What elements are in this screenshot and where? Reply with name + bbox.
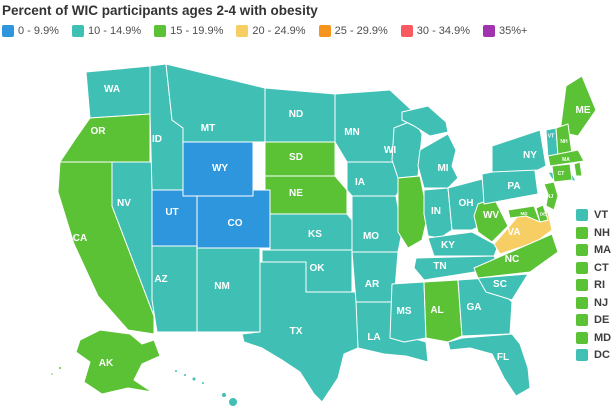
small-state-swatch-NJ <box>576 296 588 309</box>
state-HI[interactable] <box>174 369 178 373</box>
small-state-item-VT[interactable]: VT <box>576 209 611 221</box>
state-MI[interactable] <box>401 105 449 137</box>
state-NC[interactable] <box>473 233 559 279</box>
state-SC[interactable] <box>477 273 529 301</box>
state-WA[interactable] <box>85 65 151 119</box>
state-FL[interactable] <box>447 333 531 397</box>
state-NE[interactable] <box>264 175 348 215</box>
state-IN[interactable] <box>423 187 453 239</box>
small-state-swatch-MA <box>576 244 588 256</box>
state-NM[interactable] <box>196 247 261 333</box>
small-states-list: VT NH MA CT RI NJ DE MD DC <box>576 209 611 361</box>
small-state-swatch-DE <box>576 314 588 326</box>
small-state-swatch-VT <box>576 209 588 221</box>
legend-label: 10 - 14.9% <box>87 25 142 37</box>
state-AR[interactable] <box>351 251 399 303</box>
small-state-label-MD: MD <box>594 331 612 344</box>
state-KY[interactable] <box>427 231 499 257</box>
legend-item-0-9-9-: 0 - 9.9% <box>2 25 59 37</box>
legend-swatch <box>71 25 84 37</box>
legend-swatch <box>2 25 14 37</box>
state-MA[interactable] <box>547 149 585 167</box>
state-AL[interactable] <box>423 279 463 343</box>
small-state-item-RI[interactable]: RI <box>576 279 611 291</box>
legend-swatch <box>154 25 167 37</box>
page-title: Percent of WIC participants ages 2-4 wit… <box>2 3 318 18</box>
state-UT[interactable] <box>151 189 198 247</box>
state-AK[interactable] <box>58 366 62 370</box>
small-state-item-NJ[interactable]: NJ <box>576 296 611 309</box>
state-KS[interactable] <box>269 213 353 251</box>
legend-swatch <box>482 25 495 37</box>
state-SD[interactable] <box>264 141 336 177</box>
state-ME[interactable] <box>559 75 597 137</box>
state-VA[interactable] <box>493 211 553 255</box>
state-TX[interactable] <box>241 261 359 403</box>
state-WY[interactable] <box>182 141 254 197</box>
state-MS[interactable] <box>389 281 427 343</box>
state-NY[interactable] <box>491 129 547 173</box>
state-AK[interactable] <box>75 329 161 395</box>
legend-label: 25 - 29.9% <box>334 25 388 37</box>
state-HI[interactable] <box>183 373 187 377</box>
small-state-item-MD[interactable]: MD <box>576 331 612 344</box>
state-HI[interactable] <box>228 397 238 407</box>
small-state-label-NH: NH <box>594 226 610 239</box>
legend-label: 30 - 34.9% <box>416 25 470 37</box>
state-CT[interactable] <box>551 163 573 183</box>
legend-label: 35%+ <box>498 25 528 37</box>
state-IL[interactable] <box>397 175 429 249</box>
small-state-label-RI: RI <box>594 279 605 291</box>
small-state-swatch-DC <box>576 349 588 361</box>
small-state-item-CT[interactable]: CT <box>576 261 611 274</box>
legend-label: 15 - 19.9% <box>170 25 224 37</box>
legend: 0 - 9.9% 10 - 14.9% 15 - 19.9% 20 - 24.9% 25… <box>2 25 527 37</box>
legend-item-20-24-9-: 20 - 24.9% <box>236 25 306 37</box>
state-label-HI: HI <box>209 389 219 400</box>
legend-swatch <box>318 25 331 37</box>
small-state-label-VT: VT <box>594 209 609 221</box>
state-HI[interactable] <box>191 376 197 382</box>
small-state-swatch-NH <box>576 226 588 239</box>
legend-swatch <box>236 25 249 37</box>
state-MD[interactable] <box>507 205 541 223</box>
legend-swatch <box>400 25 413 37</box>
small-state-label-DC: DC <box>594 349 610 361</box>
small-state-label-NJ: NJ <box>594 296 609 309</box>
state-MI[interactable] <box>417 133 459 189</box>
state-HI[interactable] <box>221 392 227 398</box>
small-state-label-MA: MA <box>594 244 612 256</box>
state-TN[interactable] <box>413 255 501 281</box>
legend-item-25-29-9-: 25 - 29.9% <box>318 25 388 37</box>
small-state-item-DE[interactable]: DE <box>576 314 611 326</box>
small-state-label-DE: DE <box>594 314 610 326</box>
legend-item-10-14-9-: 10 - 14.9% <box>71 25 142 37</box>
small-state-item-DC[interactable]: DC <box>576 349 611 361</box>
legend-item-30-34-9-: 30 - 34.9% <box>400 25 470 37</box>
state-NJ[interactable] <box>543 181 559 211</box>
legend-item-35-: 35%+ <box>482 25 528 37</box>
small-state-label-CT: CT <box>594 261 609 274</box>
small-state-swatch-RI <box>576 279 588 291</box>
state-AZ[interactable] <box>151 245 198 333</box>
state-MO[interactable] <box>351 195 403 253</box>
legend-label: 0 - 9.9% <box>18 25 59 37</box>
small-state-swatch-CT <box>576 261 588 274</box>
small-state-swatch-MD <box>576 331 588 344</box>
legend-label: 20 - 24.9% <box>252 25 306 37</box>
state-CO[interactable] <box>196 189 271 249</box>
state-HI[interactable] <box>201 381 205 385</box>
small-state-item-MA[interactable]: MA <box>576 244 611 256</box>
state-ND[interactable] <box>264 87 336 143</box>
legend-item-15-19-9-: 15 - 19.9% <box>154 25 223 37</box>
state-RI[interactable] <box>573 161 583 177</box>
state-AK[interactable] <box>50 372 54 376</box>
state-OR[interactable] <box>59 113 151 163</box>
small-state-item-NH[interactable]: NH <box>576 226 611 239</box>
